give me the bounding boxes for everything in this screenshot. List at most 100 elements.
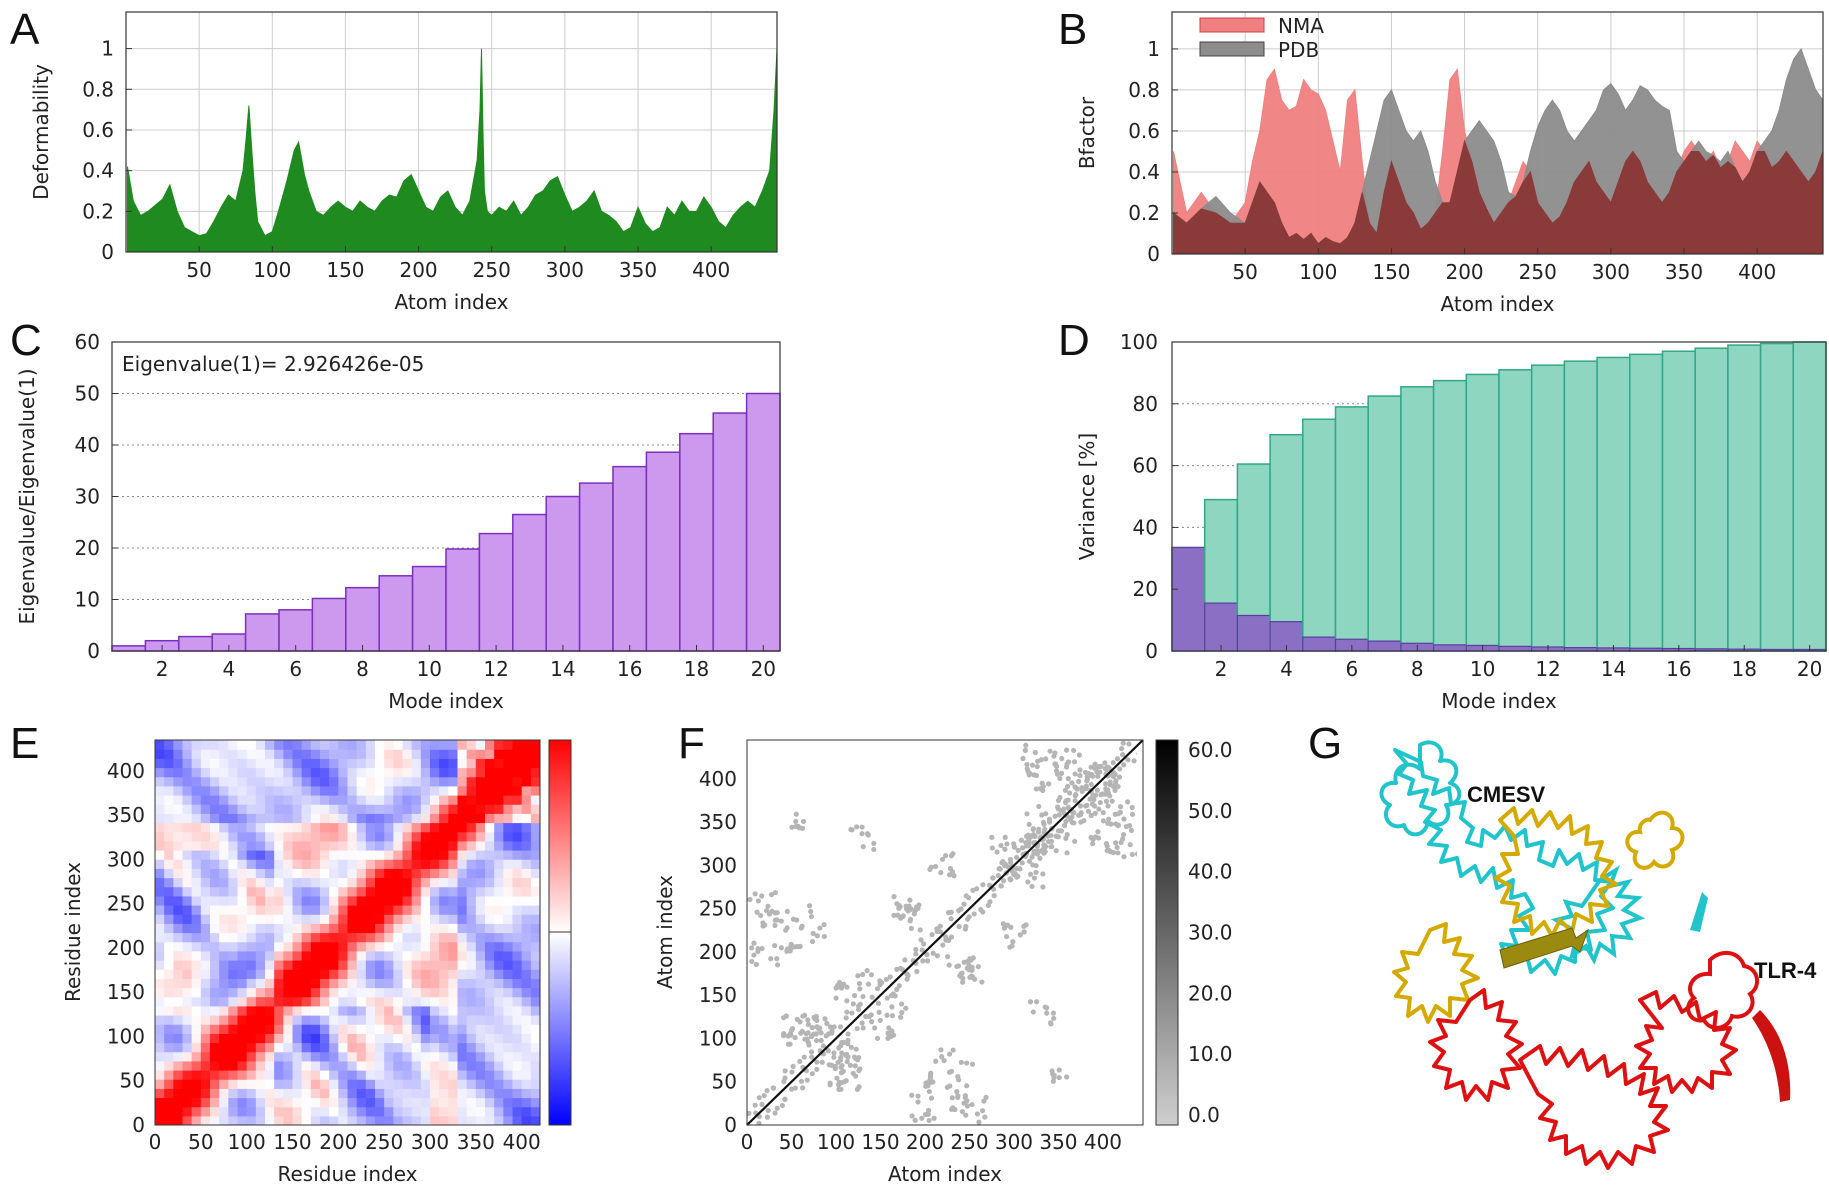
heatmap-cell [475,767,486,778]
contact-point [795,944,801,950]
heatmap-cell [356,914,367,924]
heatmap-cell [200,1070,211,1080]
label-tlr4: TLR-4 [1754,958,1817,983]
heatmap-cell [457,1070,468,1080]
y-tick-label: 1 [1147,37,1160,61]
heatmap-cell [375,1005,385,1016]
contact-point [928,1095,935,1101]
contact-point [897,965,904,971]
heatmap-cell [164,1079,174,1089]
contact-point [1028,871,1034,877]
heatmap-cell [439,840,449,851]
contact-point [907,897,913,903]
heatmap-cell [439,923,449,934]
heatmap-cell [494,1033,504,1044]
heatmap-cell [182,868,193,879]
deformability-area [126,48,778,253]
heatmap-cell [347,1015,358,1025]
heatmap-cell [164,950,174,961]
heatmap-cell [155,758,165,769]
contact-point [995,872,1001,879]
heatmap-cell [439,868,449,879]
heatmap-cell [310,1024,321,1034]
heatmap-cell [255,749,266,759]
contact-point [886,1025,892,1031]
heatmap-cell [301,877,312,888]
heatmap-cell [466,996,477,1007]
legend-label-nma: NMA [1278,14,1324,38]
heatmap-cell [430,1097,440,1108]
contact-point [912,1117,918,1123]
heatmap-cell [356,1070,367,1080]
heatmap-cell [439,767,449,778]
heatmap-cell [420,1060,431,1071]
x-tick-label: 0 [149,1130,162,1154]
heatmap-cell [466,960,477,970]
contact-point [1015,847,1021,853]
heatmap-cell [200,813,211,824]
contact-point [1077,803,1084,809]
contact-point [799,1028,805,1034]
heatmap-cell [191,969,202,979]
y-axis-label: Variance [%] [1075,433,1099,560]
heatmap-cell [310,932,321,943]
heatmap-cell [237,749,248,759]
heatmap-cell [182,785,193,796]
heatmap-cell [310,923,321,934]
contact-point [1034,758,1041,764]
heatmap-cell [338,1070,349,1080]
heatmap-cell [503,804,514,814]
eigen-bar [712,412,748,652]
contact-point [897,904,903,910]
contact-point [779,1102,785,1109]
contact-point [1011,844,1018,850]
contact-point [1045,838,1052,845]
heatmap-cell [420,1005,431,1016]
heatmap-cell [347,895,358,906]
heatmap-cell [228,996,239,1007]
heatmap-cell [283,1106,294,1117]
contact-point [1063,747,1070,753]
heatmap-cell [530,767,540,778]
heatmap-cell [191,1005,202,1016]
heatmap-cell [347,996,358,1007]
heatmap-cell [292,813,303,824]
contact-point [1100,818,1106,824]
heatmap-cell [393,877,404,888]
eigen-bar [311,597,347,652]
heatmap-cell [200,1097,211,1108]
heatmap-cell [200,923,211,934]
contact-point [756,1095,762,1101]
heatmap-cell [182,749,193,759]
heatmap-cell [457,941,468,952]
heatmap-cell [210,923,220,934]
heatmap-cell [164,776,174,787]
contact-point [787,1041,793,1047]
heatmap-cell [283,960,294,970]
heatmap-cell [338,840,349,851]
heatmap-cell [210,758,220,769]
heatmap-cell [210,822,220,833]
heatmap-cell [182,1088,193,1099]
variance-cumulative-bar [1302,418,1337,652]
contact-point [1072,771,1078,777]
heatmap-cell [393,1024,404,1034]
heatmap-cell [255,914,266,924]
contact-point [859,1020,865,1026]
contact-point [979,1108,986,1114]
heatmap-cell [338,923,349,934]
heatmap-cell [210,886,220,897]
heatmap-cell [191,850,202,860]
contact-point [869,994,875,1000]
heatmap-cell [430,1005,440,1016]
heatmap-cell [301,758,312,769]
heatmap-cell [402,749,413,759]
heatmap-cell [164,914,174,924]
heatmap-cell [210,877,220,888]
contact-point [939,1054,945,1060]
heatmap-cell [283,1088,294,1099]
contact-point [1048,1020,1054,1026]
contact-point [1004,933,1010,940]
contact-point [844,1009,850,1015]
contact-point [1032,749,1038,756]
